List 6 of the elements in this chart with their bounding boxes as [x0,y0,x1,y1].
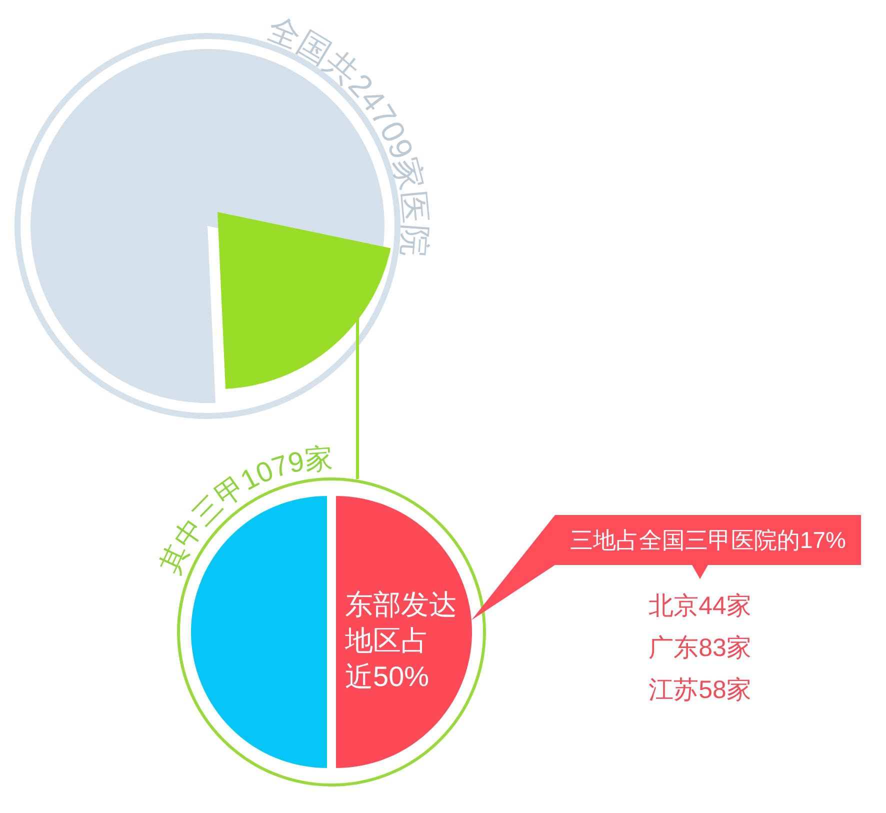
annotation: 北京44家 [648,592,752,620]
annotation: 三地占全国三甲医院的17% [570,527,846,554]
value-label: 东部发达地区占近50% [345,588,457,692]
annotation: 广东83家 [648,634,752,662]
title: 其中三甲1079家 [154,442,334,578]
annotation: 江苏58家 [648,676,752,704]
